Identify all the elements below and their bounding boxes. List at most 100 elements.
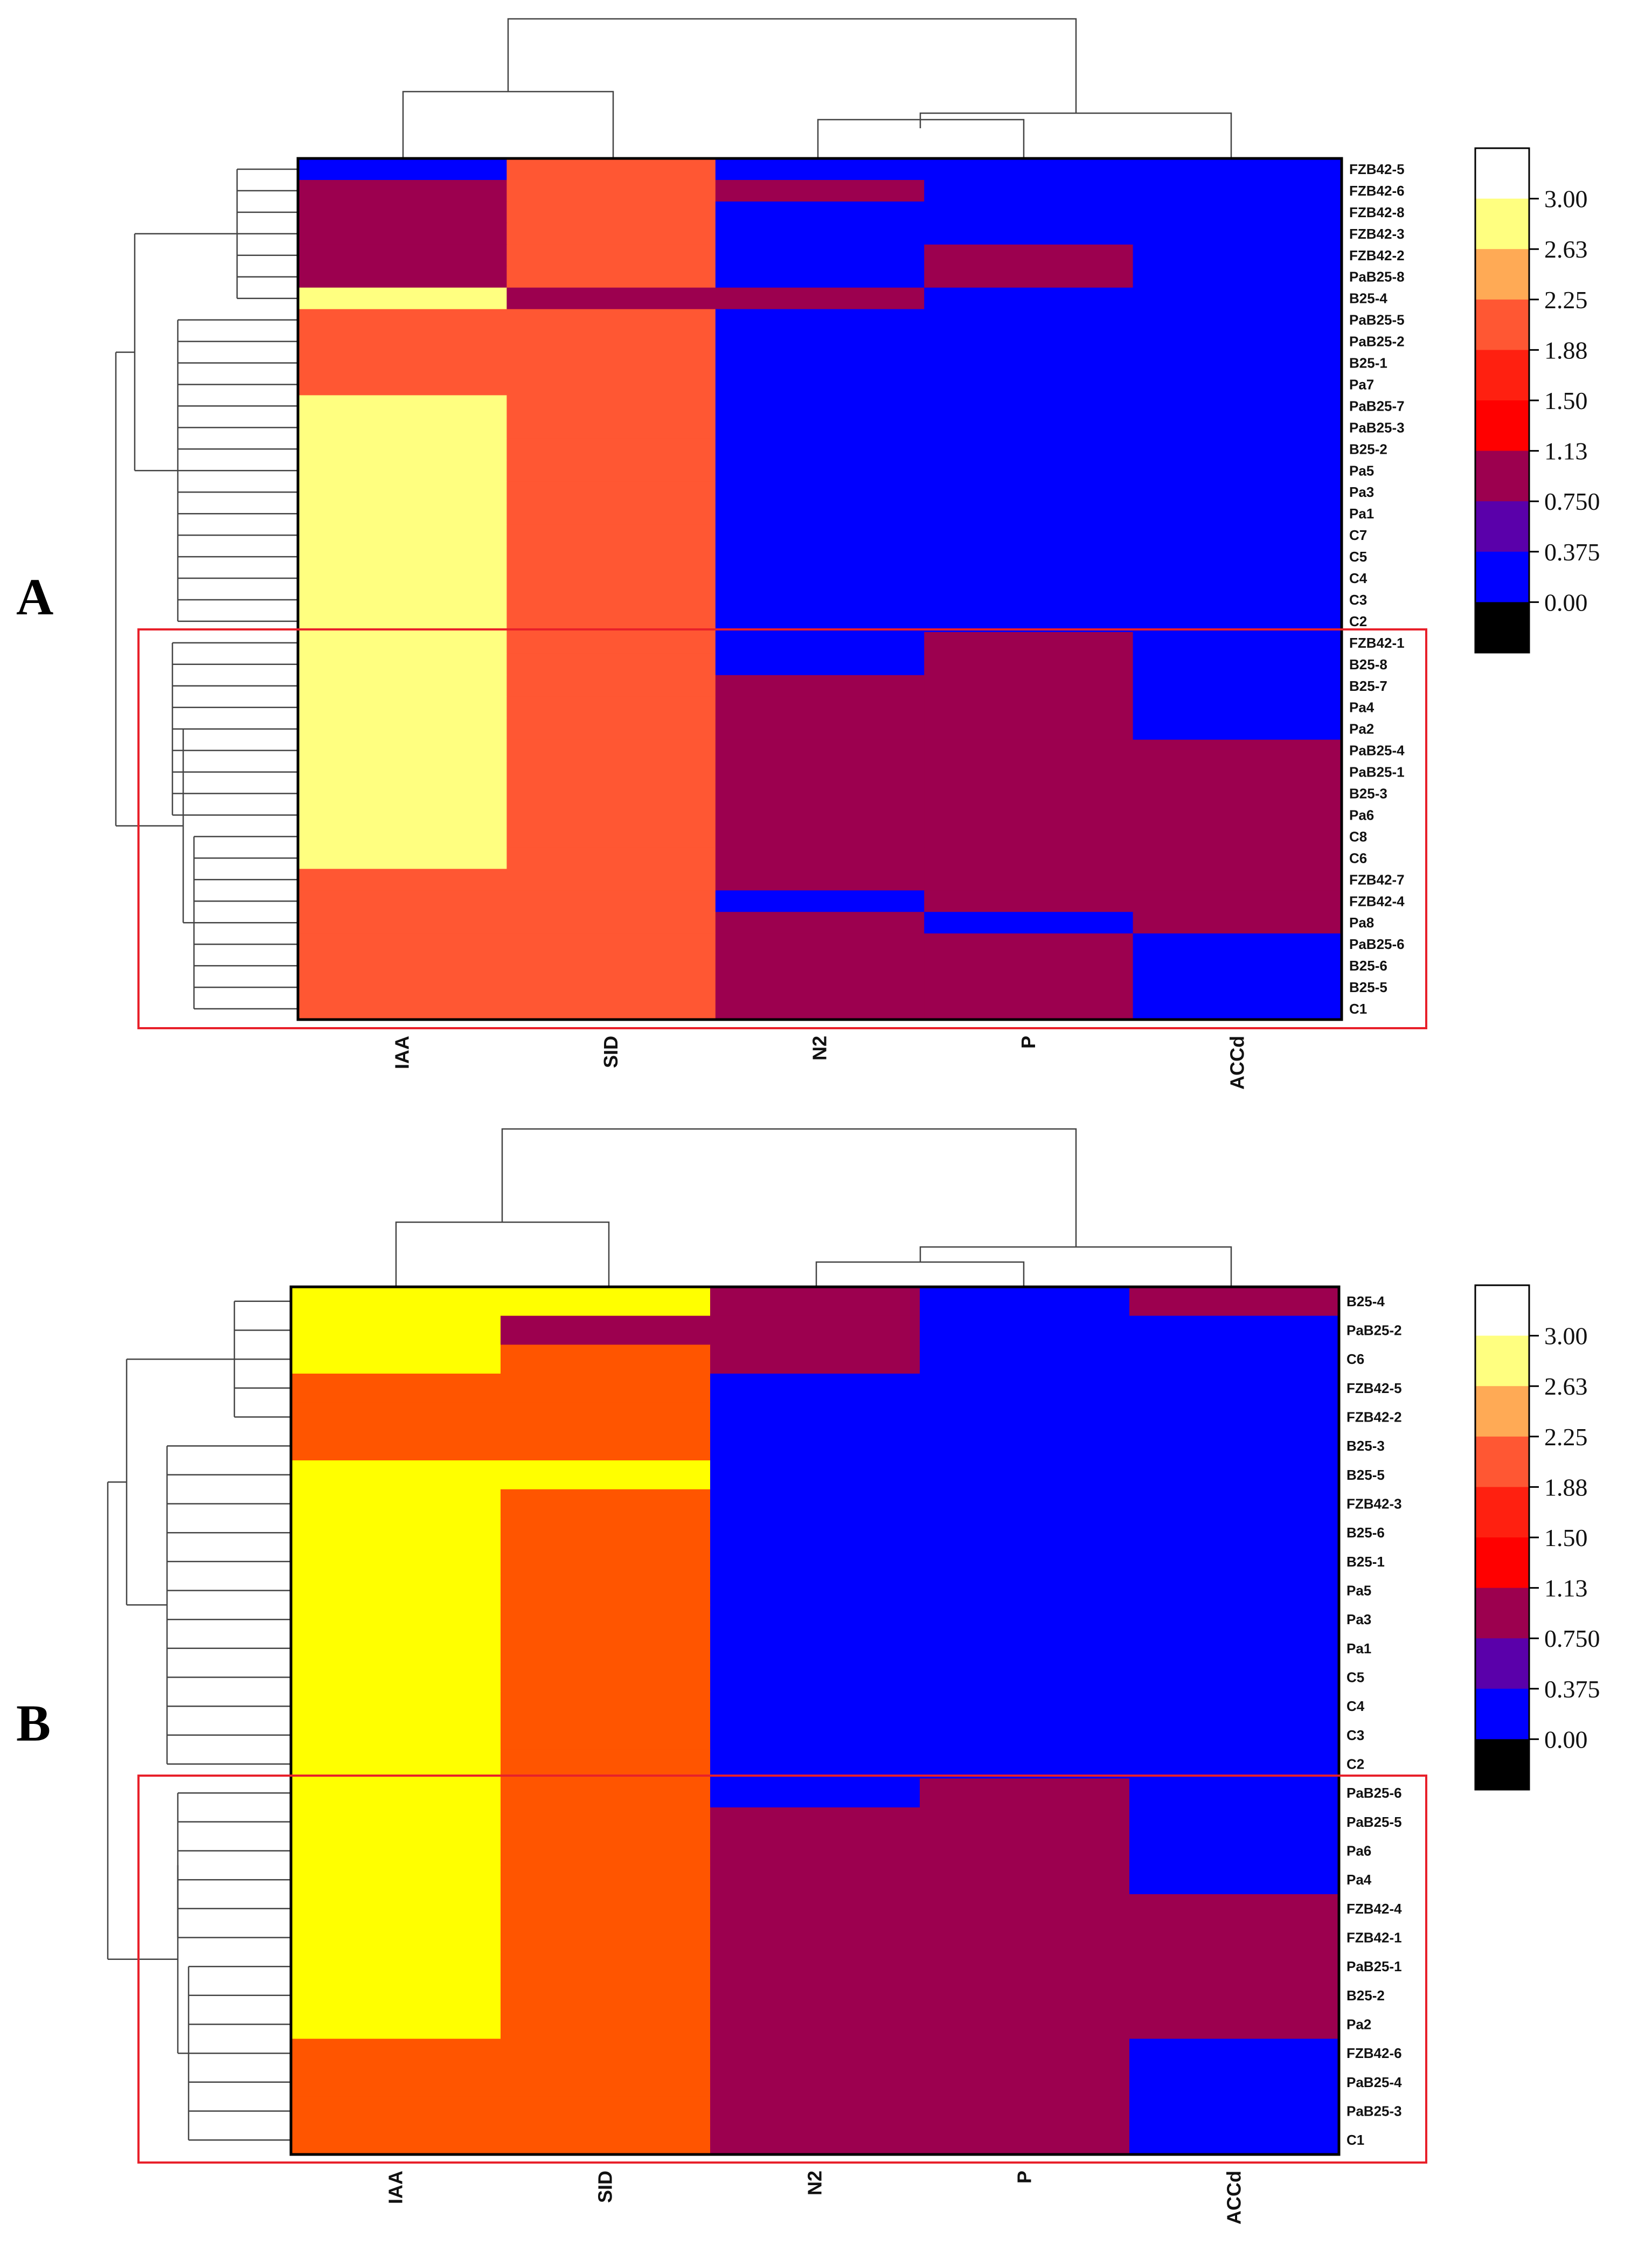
heatmap-cell bbox=[1133, 438, 1342, 460]
row-label: FZB42-8 bbox=[1349, 204, 1405, 220]
heatmap-cell bbox=[920, 1460, 1130, 1490]
heatmap-cell bbox=[924, 696, 1134, 719]
heatmap-cell bbox=[710, 1634, 920, 1664]
heatmap-cell bbox=[506, 826, 716, 848]
heatmap-cell bbox=[924, 739, 1134, 762]
heatmap-cell bbox=[506, 266, 716, 288]
heatmap-cell bbox=[506, 352, 716, 375]
heatmap-cell bbox=[501, 1981, 711, 2011]
row-label: B25-2 bbox=[1346, 1987, 1385, 2004]
heatmap-cell bbox=[715, 460, 925, 482]
heatmap-cell bbox=[1133, 546, 1342, 568]
legend-swatch bbox=[1475, 501, 1529, 552]
heatmap-cell bbox=[924, 309, 1134, 331]
row-labels-a: FZB42-5 FZB42-6 FZB42-8 FZB42-3 FZB42-2 PaB25… bbox=[1349, 161, 1405, 1017]
heatmap-cell bbox=[1129, 1721, 1339, 1750]
heatmap-cell bbox=[1133, 352, 1342, 375]
heatmap-cell bbox=[298, 460, 507, 482]
legend-label: 0.00 bbox=[1544, 588, 1588, 616]
heatmap-cell bbox=[924, 653, 1134, 676]
row-label: FZB42-3 bbox=[1346, 1496, 1402, 1512]
heatmap-cell bbox=[506, 804, 716, 827]
heatmap-cell bbox=[924, 330, 1134, 353]
heatmap-cell bbox=[298, 244, 507, 267]
row-label: PaB25-6 bbox=[1346, 1785, 1402, 1801]
heatmap-cell bbox=[298, 955, 507, 977]
heatmap-cell bbox=[506, 890, 716, 912]
heatmap-cell bbox=[506, 373, 716, 396]
heatmap-cell bbox=[501, 2096, 711, 2126]
heatmap-cell bbox=[291, 1460, 501, 1490]
legend-label: 1.13 bbox=[1544, 1575, 1588, 1602]
legend-label: 0.00 bbox=[1544, 1726, 1588, 1753]
heatmap-cell bbox=[715, 503, 925, 525]
heatmap-cell bbox=[924, 869, 1134, 891]
row-label: B25-4 bbox=[1349, 290, 1387, 307]
heatmap-cell bbox=[501, 1605, 711, 1634]
heatmap-cell bbox=[710, 1315, 920, 1345]
heatmap-cell bbox=[924, 890, 1134, 912]
heatmap-cell bbox=[298, 373, 507, 396]
heatmap-cell bbox=[920, 1547, 1130, 1577]
heatmap-cell bbox=[715, 244, 925, 267]
heatmap-cell bbox=[1129, 1894, 1339, 1924]
heatmap-cell bbox=[715, 847, 925, 869]
heatmap-cell bbox=[506, 718, 716, 740]
heatmap-cell bbox=[1133, 675, 1342, 697]
heatmap-cell bbox=[920, 1692, 1130, 1721]
heatmap-cell bbox=[715, 201, 925, 224]
heatmap-cell bbox=[501, 1576, 711, 1605]
heatmap-cell bbox=[501, 1634, 711, 1664]
heatmap-cell bbox=[715, 287, 925, 310]
heatmap-panel-a: FZB42-5 FZB42-6 FZB42-8 FZB42-3 FZB42-2 PaB25… bbox=[16, 18, 1600, 1090]
row-label: FZB42-5 bbox=[1349, 161, 1405, 177]
heatmap-cell bbox=[920, 1952, 1130, 1981]
row-label: C2 bbox=[1349, 613, 1367, 629]
row-label: C5 bbox=[1346, 1669, 1364, 1686]
legend-label: 0.750 bbox=[1544, 488, 1600, 515]
heatmap-cell bbox=[506, 675, 716, 697]
heatmap-cell bbox=[506, 955, 716, 977]
heatmap-cell bbox=[298, 481, 507, 503]
legend-label: 3.00 bbox=[1544, 185, 1588, 213]
heatmap-cell bbox=[298, 201, 507, 224]
heatmap-cell bbox=[715, 632, 925, 654]
heatmap-cell bbox=[506, 287, 716, 310]
heatmap-cell bbox=[1133, 718, 1342, 740]
row-label: PaB25-2 bbox=[1346, 1322, 1402, 1339]
heatmap-cell bbox=[298, 912, 507, 934]
row-label: Pa1 bbox=[1349, 505, 1374, 522]
heatmap-cell bbox=[506, 589, 716, 611]
heatmap-cell bbox=[1133, 847, 1342, 869]
row-label: B25-5 bbox=[1349, 979, 1387, 995]
heatmap-cell bbox=[1129, 2096, 1339, 2126]
legend-label: 0.375 bbox=[1544, 1675, 1600, 1703]
heatmap-cell bbox=[715, 933, 925, 955]
heatmap-cell bbox=[920, 1402, 1130, 1432]
legend-swatch bbox=[1475, 1537, 1529, 1589]
heatmap-cell bbox=[710, 1345, 920, 1374]
heatmap-cell bbox=[501, 1807, 711, 1837]
heatmap-cell bbox=[1129, 1634, 1339, 1664]
heatmap-cell bbox=[1129, 1923, 1339, 1952]
heatmap-cell bbox=[291, 1894, 501, 1924]
heatmap-cell bbox=[291, 1547, 501, 1577]
heatmap-cell bbox=[506, 158, 716, 181]
row-label: FZB42-4 bbox=[1349, 893, 1405, 909]
heatmap-cell bbox=[506, 417, 716, 439]
row-dendrogram-a bbox=[115, 168, 298, 1010]
heatmap-cell bbox=[924, 244, 1134, 267]
heatmap-cell bbox=[715, 912, 925, 934]
panel-label-b: B bbox=[16, 1694, 51, 1752]
legend-label: 1.88 bbox=[1544, 336, 1588, 364]
legend-label: 0.375 bbox=[1544, 538, 1600, 566]
heatmap-cell bbox=[291, 1402, 501, 1432]
heatmap-cell bbox=[1133, 804, 1342, 827]
heatmap-cell bbox=[920, 1431, 1130, 1461]
heatmap-cell bbox=[1133, 890, 1342, 912]
heatmap-cell bbox=[920, 1315, 1130, 1345]
heatmap-cell bbox=[924, 395, 1134, 417]
heatmap-cell bbox=[924, 675, 1134, 697]
heatmap-cell bbox=[1133, 567, 1342, 590]
heatmap-cell bbox=[291, 1345, 501, 1374]
